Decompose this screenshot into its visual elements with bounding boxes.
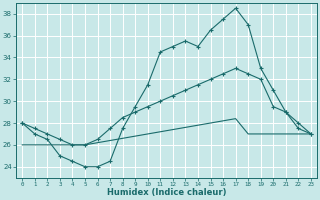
X-axis label: Humidex (Indice chaleur): Humidex (Indice chaleur) xyxy=(107,188,226,197)
